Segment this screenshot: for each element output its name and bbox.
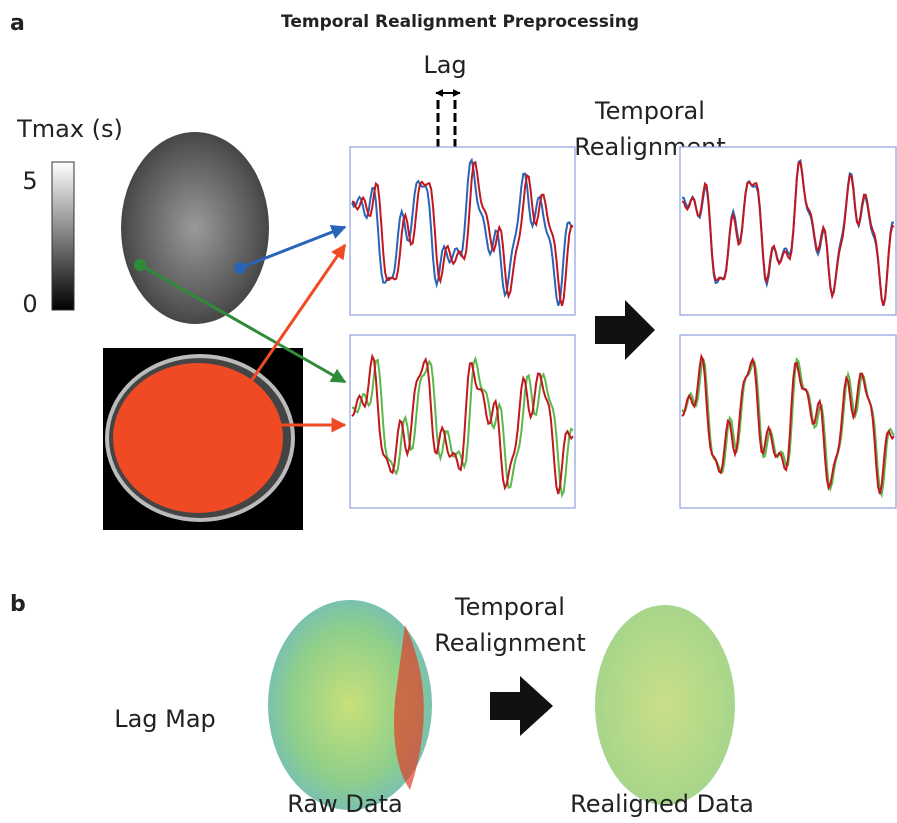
brain-mask: [113, 363, 283, 513]
signal-panel: [349, 146, 576, 316]
image-caption: Realigned Data: [570, 790, 754, 818]
lag-label: Lag: [423, 51, 466, 79]
signal-trace: [351, 157, 574, 306]
signal-trace: [681, 160, 895, 307]
realign-label: Realignment: [434, 629, 586, 657]
lag-map-realigned: [595, 605, 735, 805]
arrow: [139, 263, 347, 384]
signal-trace: [351, 160, 574, 307]
arrow: [243, 243, 347, 391]
image-caption: Raw Data: [287, 790, 402, 818]
panel-letter: a: [10, 11, 25, 36]
lag-map-raw: [268, 600, 432, 810]
realign-label: Temporal: [454, 593, 565, 621]
colorbar: [51, 161, 75, 311]
colorbar-tick: 0: [22, 290, 37, 318]
panel-letter: b: [10, 592, 26, 617]
lag-map-hotspot: [394, 625, 424, 790]
big-arrow: [490, 676, 553, 736]
signal-trace: [681, 353, 895, 495]
signal-panel: [679, 146, 897, 316]
colorbar-tick: 5: [22, 167, 37, 195]
signal-panel: [679, 334, 897, 509]
realign-label: Temporal: [594, 97, 705, 125]
arrow: [239, 224, 347, 270]
signal-trace: [351, 353, 574, 495]
row-label: Lag Map: [114, 705, 216, 733]
big-arrow: [595, 300, 655, 360]
signal-panel: [349, 334, 576, 509]
title: Temporal Realignment Preprocessing: [281, 12, 639, 32]
colorbar-label: Tmax (s): [16, 115, 123, 143]
